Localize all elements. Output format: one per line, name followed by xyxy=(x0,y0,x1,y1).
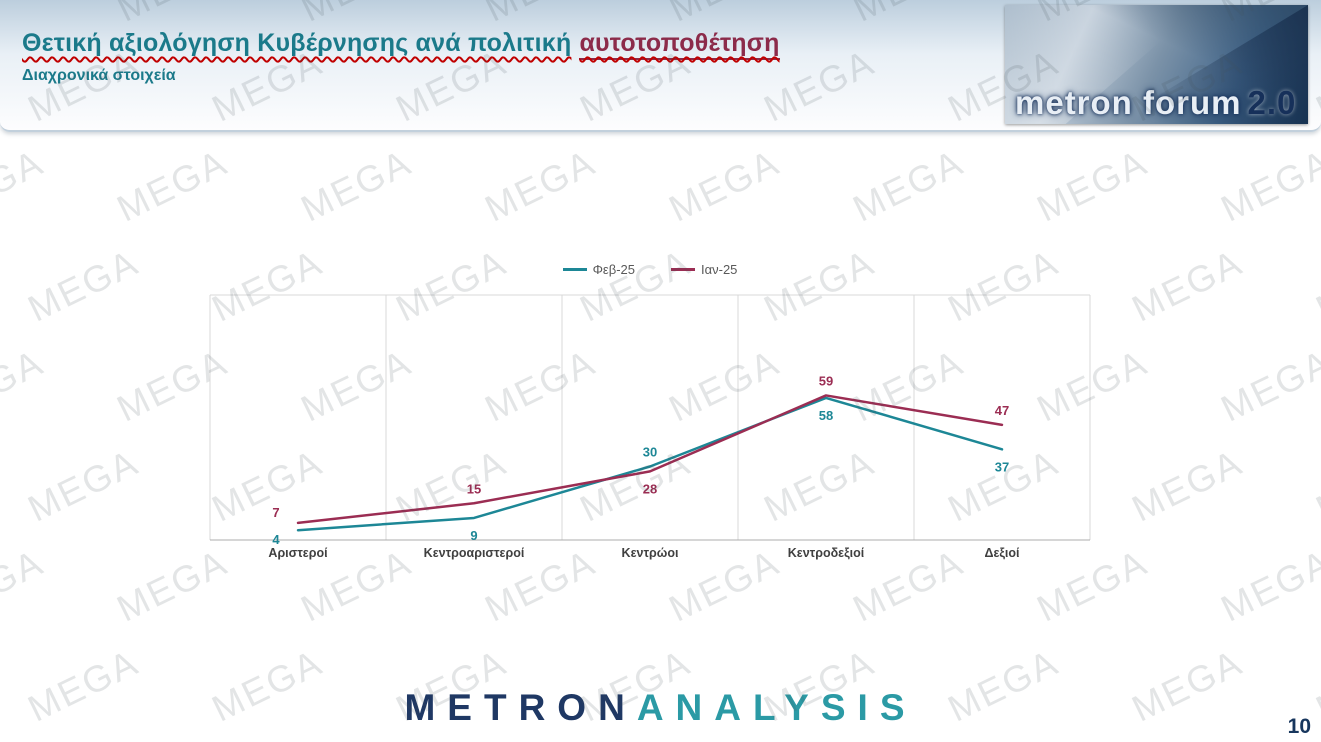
watermark-text: MEGA xyxy=(1309,241,1321,330)
watermark-text: MEGA xyxy=(846,141,970,230)
page-number: 10 xyxy=(1287,715,1311,738)
data-label: 15 xyxy=(467,481,481,496)
metron-analysis-logo: METRONANALYSIS xyxy=(0,687,1321,729)
category-label: Αριστεροί xyxy=(268,546,328,560)
data-label: 7 xyxy=(272,505,279,520)
watermark-text: MEGA xyxy=(0,541,50,630)
watermark-text: MEGA xyxy=(1125,441,1249,530)
data-label: 47 xyxy=(995,403,1009,418)
logo-text-version: 2.0 xyxy=(1247,84,1297,121)
data-label: 28 xyxy=(643,481,657,496)
data-label: 59 xyxy=(819,373,833,388)
series-line-Ιαν-25 xyxy=(296,394,1004,525)
watermark-text: MEGA xyxy=(662,141,786,230)
data-label: 58 xyxy=(819,408,833,423)
title-main: Θετική αξιολόγηση Κυβέρνησης ανά πολιτικ… xyxy=(22,29,572,57)
logo-word-analysis: ANALYSIS xyxy=(636,687,917,728)
logo-text: metron forum 2.0 xyxy=(1015,84,1296,122)
chart-legend: Φεβ-25 Ιαν-25 xyxy=(190,262,1110,277)
watermark-text: MEGA xyxy=(1214,341,1321,430)
data-label: 4 xyxy=(272,532,280,547)
watermark-text: MEGA xyxy=(1030,141,1154,230)
watermark-text: MEGA xyxy=(1125,241,1249,330)
category-axis: Αριστεροί Κεντροαριστεροί Κεντρώοι Κεντροδε… xyxy=(190,546,1110,564)
legend-swatch xyxy=(562,268,587,271)
category-label: Κεντροαριστεροί xyxy=(423,546,525,560)
line-chart: 4 9 30 58 37 7 15 28 59 47 xyxy=(209,294,1091,547)
title-highlight: αυτοτοποθέτηση xyxy=(579,29,780,60)
watermark-text: MEGA xyxy=(294,141,418,230)
logo-collage-image xyxy=(1005,5,1308,124)
logo-word-metron: METRON xyxy=(404,687,637,728)
watermark-text: MEGA xyxy=(0,341,50,430)
legend-label: Ιαν-25 xyxy=(701,262,738,277)
series-line-Φεβ-25 xyxy=(296,396,1004,532)
logo-text-main: metron forum xyxy=(1015,84,1242,121)
metron-forum-logo: metron forum 2.0 xyxy=(1005,5,1308,124)
watermark-text: MEGA xyxy=(21,441,145,530)
category-label: Δεξιοί xyxy=(984,546,1020,560)
legend-item-Φεβ-25: Φεβ-25 xyxy=(562,262,635,277)
watermark-text: MEGA xyxy=(1214,141,1321,230)
data-label: 30 xyxy=(643,445,657,460)
legend-label: Φεβ-25 xyxy=(592,262,635,277)
title-block: Θετική αξιολόγηση Κυβέρνησης ανά πολιτικ… xyxy=(22,28,780,85)
watermark-text: MEGA xyxy=(478,141,602,230)
slide-subtitle: Διαχρονικά στοιχεία xyxy=(22,67,176,84)
watermark-text: MEGA xyxy=(1214,541,1321,630)
watermark-text: MEGA xyxy=(21,241,145,330)
legend-swatch xyxy=(671,268,695,271)
category-label: Κεντροδεξιοί xyxy=(787,546,865,560)
data-label: 9 xyxy=(470,528,477,543)
watermark-text: MEGA xyxy=(110,141,234,230)
category-label: Κεντρώοι xyxy=(621,546,679,560)
watermark-text: MEGA xyxy=(0,141,50,230)
data-label: 37 xyxy=(995,459,1009,474)
legend-item-Ιαν-25: Ιαν-25 xyxy=(671,262,737,277)
header: Θετική αξιολόγηση Κυβέρνησης ανά πολιτικ… xyxy=(0,0,1321,132)
watermark-text: MEGA xyxy=(1309,441,1321,530)
slide-title: Θετική αξιολόγηση Κυβέρνησης ανά πολιτικ… xyxy=(22,28,780,60)
